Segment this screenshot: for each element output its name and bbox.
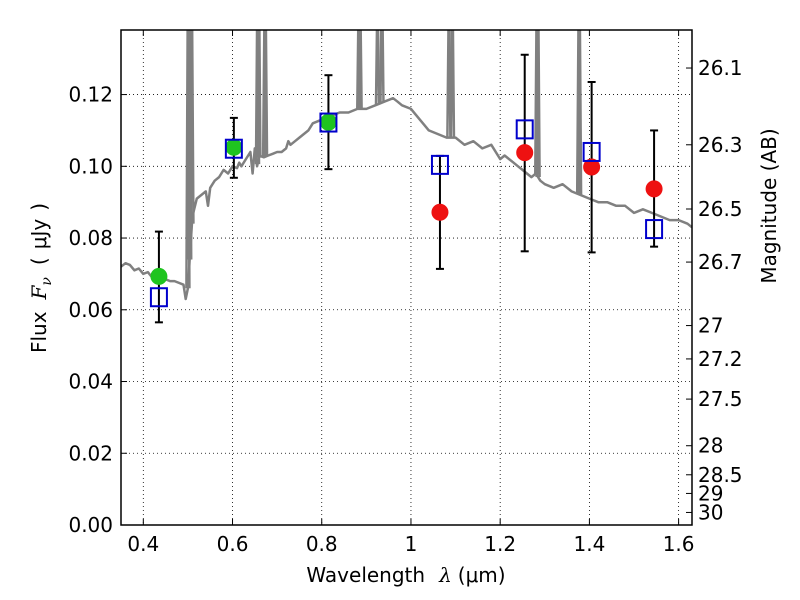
mag-tick-label: 26.5	[698, 197, 743, 221]
data-point	[516, 144, 534, 162]
data-point	[583, 158, 601, 176]
model-square	[149, 287, 168, 308]
mag-tick-label: 27.2	[698, 347, 743, 371]
model-square	[430, 154, 449, 175]
data-point	[150, 267, 168, 285]
spectrum-emission-spike	[256, 30, 262, 158]
spectrum-emission-spike	[374, 30, 381, 105]
x-axis-ticks: 0.4 0.6 0.8 1 1.2 1.4 1.6	[127, 30, 695, 556]
y-axis-ticks: 0.00 0.02 0.04 0.06 0.08 0.10 0.12	[68, 83, 127, 537]
x-tick-label: 0.6	[217, 532, 249, 556]
spectrum-emission-spike	[576, 30, 583, 195]
x-tick-label: 1	[405, 532, 418, 556]
x-tick-label: 0.4	[127, 532, 159, 556]
spectrum-emission-spike	[535, 30, 541, 178]
x-tick-label: 1.6	[663, 532, 695, 556]
mag-tick-label: 28.5	[698, 463, 743, 487]
model-square	[319, 112, 338, 133]
y-tick-label: 0.06	[68, 298, 113, 322]
magnitude-axis-label: Magnitude (AB)	[757, 128, 781, 283]
spectrum-emission-spike	[379, 30, 385, 103]
x-tick-label: 0.8	[306, 532, 338, 556]
mag-tick-label: 26.1	[698, 56, 743, 80]
spectrum-emission-spike	[189, 30, 195, 224]
data-point	[431, 203, 449, 221]
model-squares	[149, 112, 664, 308]
mag-tick-label: 26.3	[698, 133, 743, 157]
model-square	[515, 119, 534, 140]
x-axis-label: Wavelength λ (μm)	[306, 563, 505, 587]
y-tick-label: 0.04	[68, 370, 113, 394]
data-point	[225, 138, 243, 156]
spectrum-emission-spike	[261, 30, 268, 157]
y-tick-label: 0.00	[68, 513, 113, 537]
spectrum-emission-spike	[449, 30, 456, 138]
y-axis-label: FluxFν(μJy)	[27, 203, 55, 353]
x-tick-label: 1.2	[484, 532, 516, 556]
data-point	[319, 113, 337, 131]
mag-tick-label: 27	[698, 314, 723, 338]
spectrum-emission-spike	[357, 30, 363, 109]
plot-frame	[120, 29, 693, 526]
spectrum-line	[121, 96, 692, 301]
data-point	[645, 180, 663, 198]
y-tick-label: 0.10	[68, 154, 113, 178]
x-tick-label: 1.4	[573, 532, 605, 556]
model-square	[645, 219, 664, 240]
error-bars	[154, 53, 659, 324]
mag-tick-label: 26.7	[698, 250, 743, 274]
y-tick-label: 0.02	[68, 441, 113, 465]
y-tick-label: 0.12	[68, 83, 113, 107]
grid-lines	[121, 30, 692, 525]
spectrum-emission-spike	[446, 30, 452, 138]
mag-tick-label: 29	[698, 481, 723, 505]
y-tick-label: 0.08	[68, 226, 113, 250]
model-square	[582, 141, 601, 162]
mag-tick-label: 30	[698, 500, 723, 524]
mag-tick-label: 28	[698, 434, 723, 458]
mag-tick-label: 27.5	[698, 387, 743, 411]
model-square	[224, 138, 243, 159]
model-spectrum	[121, 30, 692, 301]
plot-area	[121, 30, 692, 324]
